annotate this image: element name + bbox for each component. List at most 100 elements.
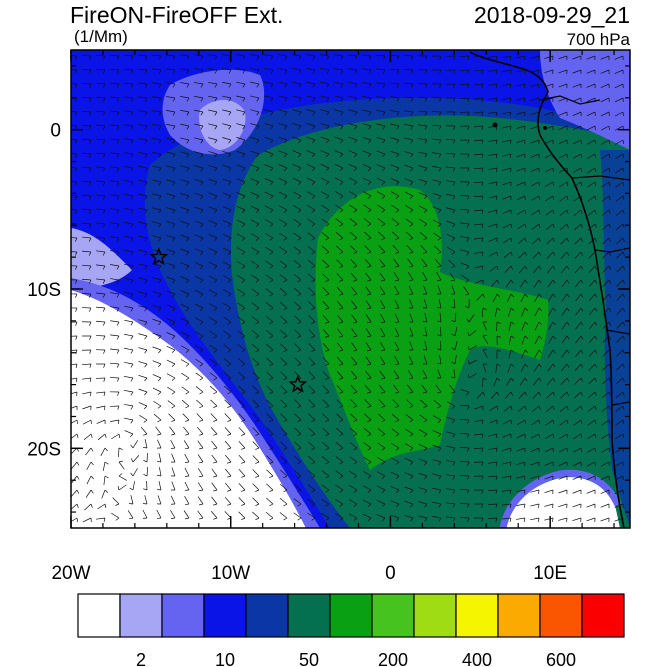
wind-barb bbox=[586, 475, 596, 481]
wind-barb bbox=[278, 177, 288, 183]
wind-barb bbox=[573, 433, 582, 440]
wind-barb-flag bbox=[353, 251, 358, 255]
wind-barb bbox=[335, 218, 344, 225]
wind-barb bbox=[418, 96, 428, 99]
wind-barb bbox=[503, 405, 512, 412]
wind-barb-flag bbox=[227, 265, 232, 269]
wind-barbs bbox=[71, 54, 626, 523]
wind-barb-flag bbox=[283, 237, 288, 241]
wind-barb bbox=[530, 167, 540, 173]
wind-barb bbox=[306, 122, 316, 127]
wind-barb bbox=[124, 221, 134, 225]
wind-barb bbox=[322, 259, 330, 267]
wind-barb bbox=[616, 251, 624, 259]
wind-barb bbox=[194, 234, 204, 239]
wind-barb bbox=[380, 342, 386, 351]
wind-barb bbox=[335, 232, 344, 239]
wind-barb-flag bbox=[311, 335, 316, 338]
wind-barb-flag bbox=[270, 125, 274, 130]
wind-barb-flag bbox=[102, 55, 106, 60]
wind-barb-flag bbox=[102, 307, 106, 312]
wind-barb-flag bbox=[495, 83, 498, 88]
wind-barb bbox=[531, 195, 540, 201]
wind-barb bbox=[380, 300, 386, 309]
wind-barb-flag bbox=[241, 307, 246, 311]
wind-barb bbox=[432, 473, 442, 477]
wind-barb-flag bbox=[200, 153, 204, 158]
wind-barb bbox=[544, 153, 554, 159]
wind-barb bbox=[144, 439, 148, 449]
wind-barb bbox=[294, 427, 302, 435]
wind-barb-flag bbox=[130, 83, 134, 88]
wind-barb bbox=[418, 138, 428, 141]
wind-barb-flag bbox=[325, 251, 330, 255]
wind-barb bbox=[474, 55, 484, 58]
wind-barb-flag bbox=[482, 334, 487, 337]
wind-barb-flag bbox=[423, 237, 428, 241]
wind-barb bbox=[516, 139, 526, 144]
wind-barb-flag bbox=[311, 167, 316, 172]
wind-barb bbox=[616, 265, 624, 273]
wind-barb-flag bbox=[451, 376, 456, 379]
wind-barb bbox=[390, 68, 400, 71]
wind-barb bbox=[85, 489, 92, 498]
wind-barb-flag bbox=[130, 335, 134, 340]
wind-barb-flag bbox=[339, 279, 344, 282]
wind-barb-flag bbox=[622, 433, 625, 438]
wind-barb-flag bbox=[130, 293, 134, 298]
wind-barb bbox=[376, 471, 386, 477]
wind-barb bbox=[171, 453, 176, 463]
wind-barb-flag bbox=[339, 251, 344, 255]
wind-barb-flag bbox=[381, 517, 386, 522]
wind-barb bbox=[348, 499, 358, 505]
wind-barb bbox=[124, 417, 134, 421]
wind-barb bbox=[545, 223, 554, 231]
wind-barb-flag bbox=[353, 321, 358, 324]
wind-barb-flag bbox=[580, 293, 584, 298]
wind-barb-flag bbox=[115, 503, 120, 506]
wind-barb bbox=[225, 454, 232, 463]
wind-barb bbox=[336, 399, 344, 407]
wind-barb-flag bbox=[353, 209, 358, 213]
wind-barb-flag bbox=[381, 209, 386, 213]
wind-barb-flag bbox=[339, 293, 344, 296]
wind-barb bbox=[320, 136, 330, 141]
wind-barb bbox=[171, 467, 176, 477]
wind-barb bbox=[436, 272, 442, 281]
wind-barb-flag bbox=[199, 293, 204, 297]
wind-barb bbox=[278, 205, 288, 211]
wind-barb bbox=[110, 152, 120, 155]
wind-barb-flag bbox=[353, 461, 358, 465]
wind-barb-flag bbox=[255, 237, 260, 241]
wind-barb bbox=[251, 330, 260, 337]
wind-barb-flag bbox=[423, 447, 428, 452]
wind-barb-flag bbox=[311, 223, 316, 227]
wind-barb-flag bbox=[452, 419, 456, 424]
wind-barb-flag bbox=[410, 83, 414, 88]
wind-barb-flag bbox=[538, 321, 542, 326]
wind-barb bbox=[124, 194, 134, 197]
wind-barb bbox=[362, 54, 372, 57]
wind-barb-flag bbox=[227, 363, 232, 367]
wind-barb bbox=[180, 331, 190, 337]
wind-barb-flag bbox=[269, 363, 274, 367]
wind-barb-flag bbox=[325, 223, 330, 227]
wind-barb-flag bbox=[200, 83, 204, 88]
wind-barb-flag bbox=[171, 405, 176, 409]
wind-barb-flag bbox=[608, 405, 611, 410]
wind-barb bbox=[71, 377, 78, 380]
wind-barb-flag bbox=[552, 195, 555, 200]
wind-barb bbox=[574, 265, 582, 274]
wind-barb-flag bbox=[227, 461, 232, 464]
wind-barb-flag bbox=[297, 391, 302, 394]
wind-barb-flag bbox=[311, 377, 316, 380]
wind-barb-flag bbox=[382, 69, 386, 74]
wind-barb bbox=[572, 153, 582, 159]
field-green-plume bbox=[315, 186, 549, 471]
wind-barb bbox=[110, 82, 120, 85]
wind-barb-flag bbox=[340, 153, 344, 158]
wind-barb bbox=[238, 441, 246, 449]
wind-barb bbox=[530, 447, 540, 452]
wind-barb bbox=[365, 342, 372, 351]
wind-barb bbox=[558, 83, 568, 88]
